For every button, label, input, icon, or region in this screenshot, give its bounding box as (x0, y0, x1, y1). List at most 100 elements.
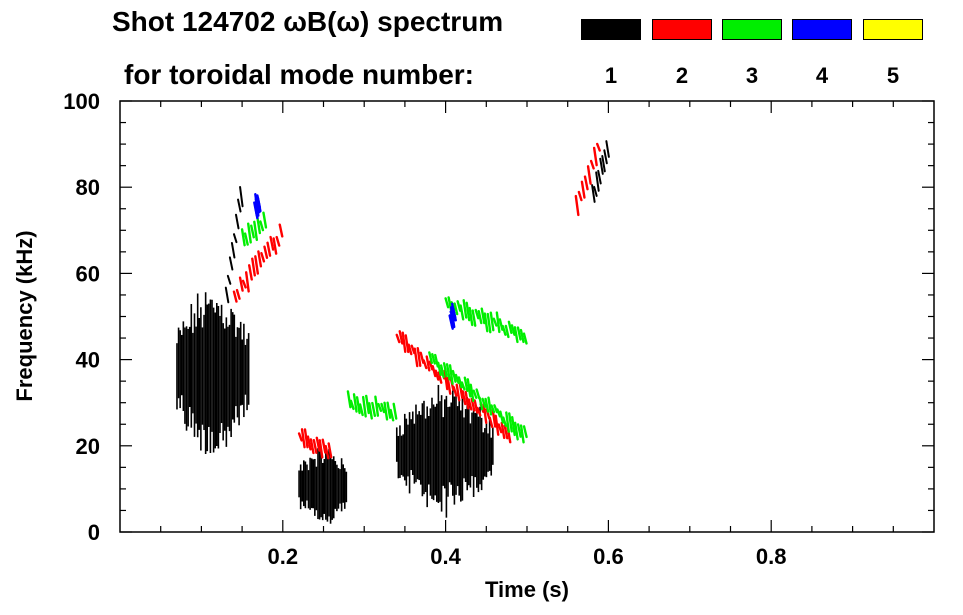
spectrum-stroke (464, 390, 470, 410)
spectrum-stroke (472, 389, 478, 399)
spectrum-stroke (410, 344, 416, 355)
spectrum-stroke (383, 401, 389, 421)
spectrum-stroke (248, 264, 253, 281)
spectrum-stroke (278, 223, 284, 238)
spectrum-stroke (349, 399, 355, 411)
spectrum-stroke (504, 324, 510, 339)
spectrum-stroke (591, 184, 596, 203)
spectrum-stroke (502, 416, 508, 428)
spectrum-region-mode-1 (395, 384, 494, 518)
spectrum-stroke (492, 317, 498, 327)
spectrum-stroke (599, 157, 604, 175)
spectrum-region-mode-4 (253, 193, 262, 220)
spectrum-stroke (401, 331, 407, 354)
spectrum-stroke (494, 414, 500, 436)
spectrum-stroke (318, 439, 324, 459)
spectrum-stroke (346, 390, 352, 409)
spectrum-stroke (297, 432, 303, 442)
spectrum-stroke (365, 394, 370, 415)
spectrum-stroke (241, 279, 247, 289)
spectrum-stroke (513, 326, 519, 344)
spectrum-stroke (259, 220, 265, 232)
y-tick-labels: 0 20 40 60 80 100 (63, 89, 100, 545)
y-axis-title: Frequency (kHz) (12, 230, 37, 401)
spectrum-stroke (371, 401, 377, 417)
spectrum-stroke (589, 159, 595, 170)
spectrum-region-mode-2 (574, 142, 601, 217)
spectrum-stroke (244, 271, 250, 293)
spectrum-stroke (467, 398, 473, 411)
spectrum-stroke (471, 309, 477, 327)
spectrum-stroke (522, 332, 528, 345)
spectrum-stroke (496, 408, 502, 418)
spectrum-stroke (389, 408, 395, 422)
spectrum-stroke (490, 404, 496, 414)
spectrum-stroke (592, 146, 598, 167)
spectrum-stroke (605, 140, 610, 158)
spectrum-region-mode-3 (240, 211, 268, 247)
spectrum-stroke (230, 241, 236, 259)
spectrum-stroke (253, 220, 259, 242)
spectrum-stroke (497, 423, 503, 434)
spectrum-stroke (499, 410, 505, 424)
spectrum-stroke (488, 416, 494, 429)
spectrum-stroke (257, 250, 263, 268)
spectrum-stroke (425, 355, 431, 372)
spectrum-stroke (455, 383, 461, 402)
spectrum-stroke (413, 347, 419, 368)
spectrum-stroke (445, 363, 451, 381)
spectrum-stroke (463, 376, 469, 392)
spectrum-stroke (516, 326, 522, 341)
x-tick-label: 0.4 (430, 544, 461, 569)
spectrum-stroke (247, 222, 252, 244)
spectrum-stroke (434, 369, 440, 381)
spectrum-stroke (495, 311, 501, 334)
spectrogram-data-layer (176, 140, 610, 524)
spectrum-stroke (498, 318, 504, 331)
spectrum-stroke (462, 299, 468, 319)
spectrum-stroke (476, 407, 482, 417)
spectrum-stroke (275, 235, 281, 247)
axis-ticks (120, 100, 934, 533)
spectrum-stroke (324, 444, 330, 460)
spectrum-region-mode-3 (444, 296, 528, 345)
legend-swatch-mode-4 (792, 19, 852, 40)
spectrum-stroke (234, 213, 240, 230)
legend-label-mode-3: 3 (745, 63, 759, 88)
spectrum-stroke (442, 362, 448, 378)
spectrum-stroke (501, 324, 507, 336)
spectrum-stroke (228, 256, 234, 271)
spectrum-stroke (392, 402, 398, 420)
spectrum-stroke (224, 286, 230, 304)
spectrum-stroke (315, 436, 321, 452)
spectrum-stroke (240, 228, 246, 247)
spectrum-stroke (493, 404, 499, 414)
spectrum-stroke (511, 415, 516, 437)
spectrum-stroke (263, 245, 269, 259)
spectrum-stroke (603, 149, 608, 165)
spectrum-stroke (577, 190, 583, 202)
spectrum-stroke (251, 257, 256, 277)
spectrum-stroke (448, 314, 454, 330)
spectrum-stroke (460, 381, 466, 391)
spectrum-stroke (483, 312, 489, 333)
spectrum-stroke (428, 360, 434, 371)
spectrum-stroke (239, 186, 244, 208)
y-tick-label: 20 (76, 434, 100, 459)
spectrum-stroke (386, 401, 392, 419)
spectrum-stroke (481, 397, 487, 408)
plot-frame (119, 100, 935, 533)
spectrum-stroke (454, 373, 460, 384)
legend-label-mode-1: 1 (604, 63, 618, 88)
spectrum-stroke (431, 364, 437, 378)
spectrum-stroke (459, 304, 465, 321)
spectrum-stroke (237, 198, 242, 213)
spectrum-stroke (272, 237, 278, 255)
spectrum-stroke (487, 396, 493, 416)
x-tick-label: 0.6 (593, 544, 624, 569)
spectrum-stroke (428, 351, 434, 364)
spectrum-stroke (469, 383, 475, 403)
spectrum-stroke (434, 353, 439, 368)
spectrum-stroke (574, 194, 580, 217)
spectrum-stroke (450, 310, 456, 329)
